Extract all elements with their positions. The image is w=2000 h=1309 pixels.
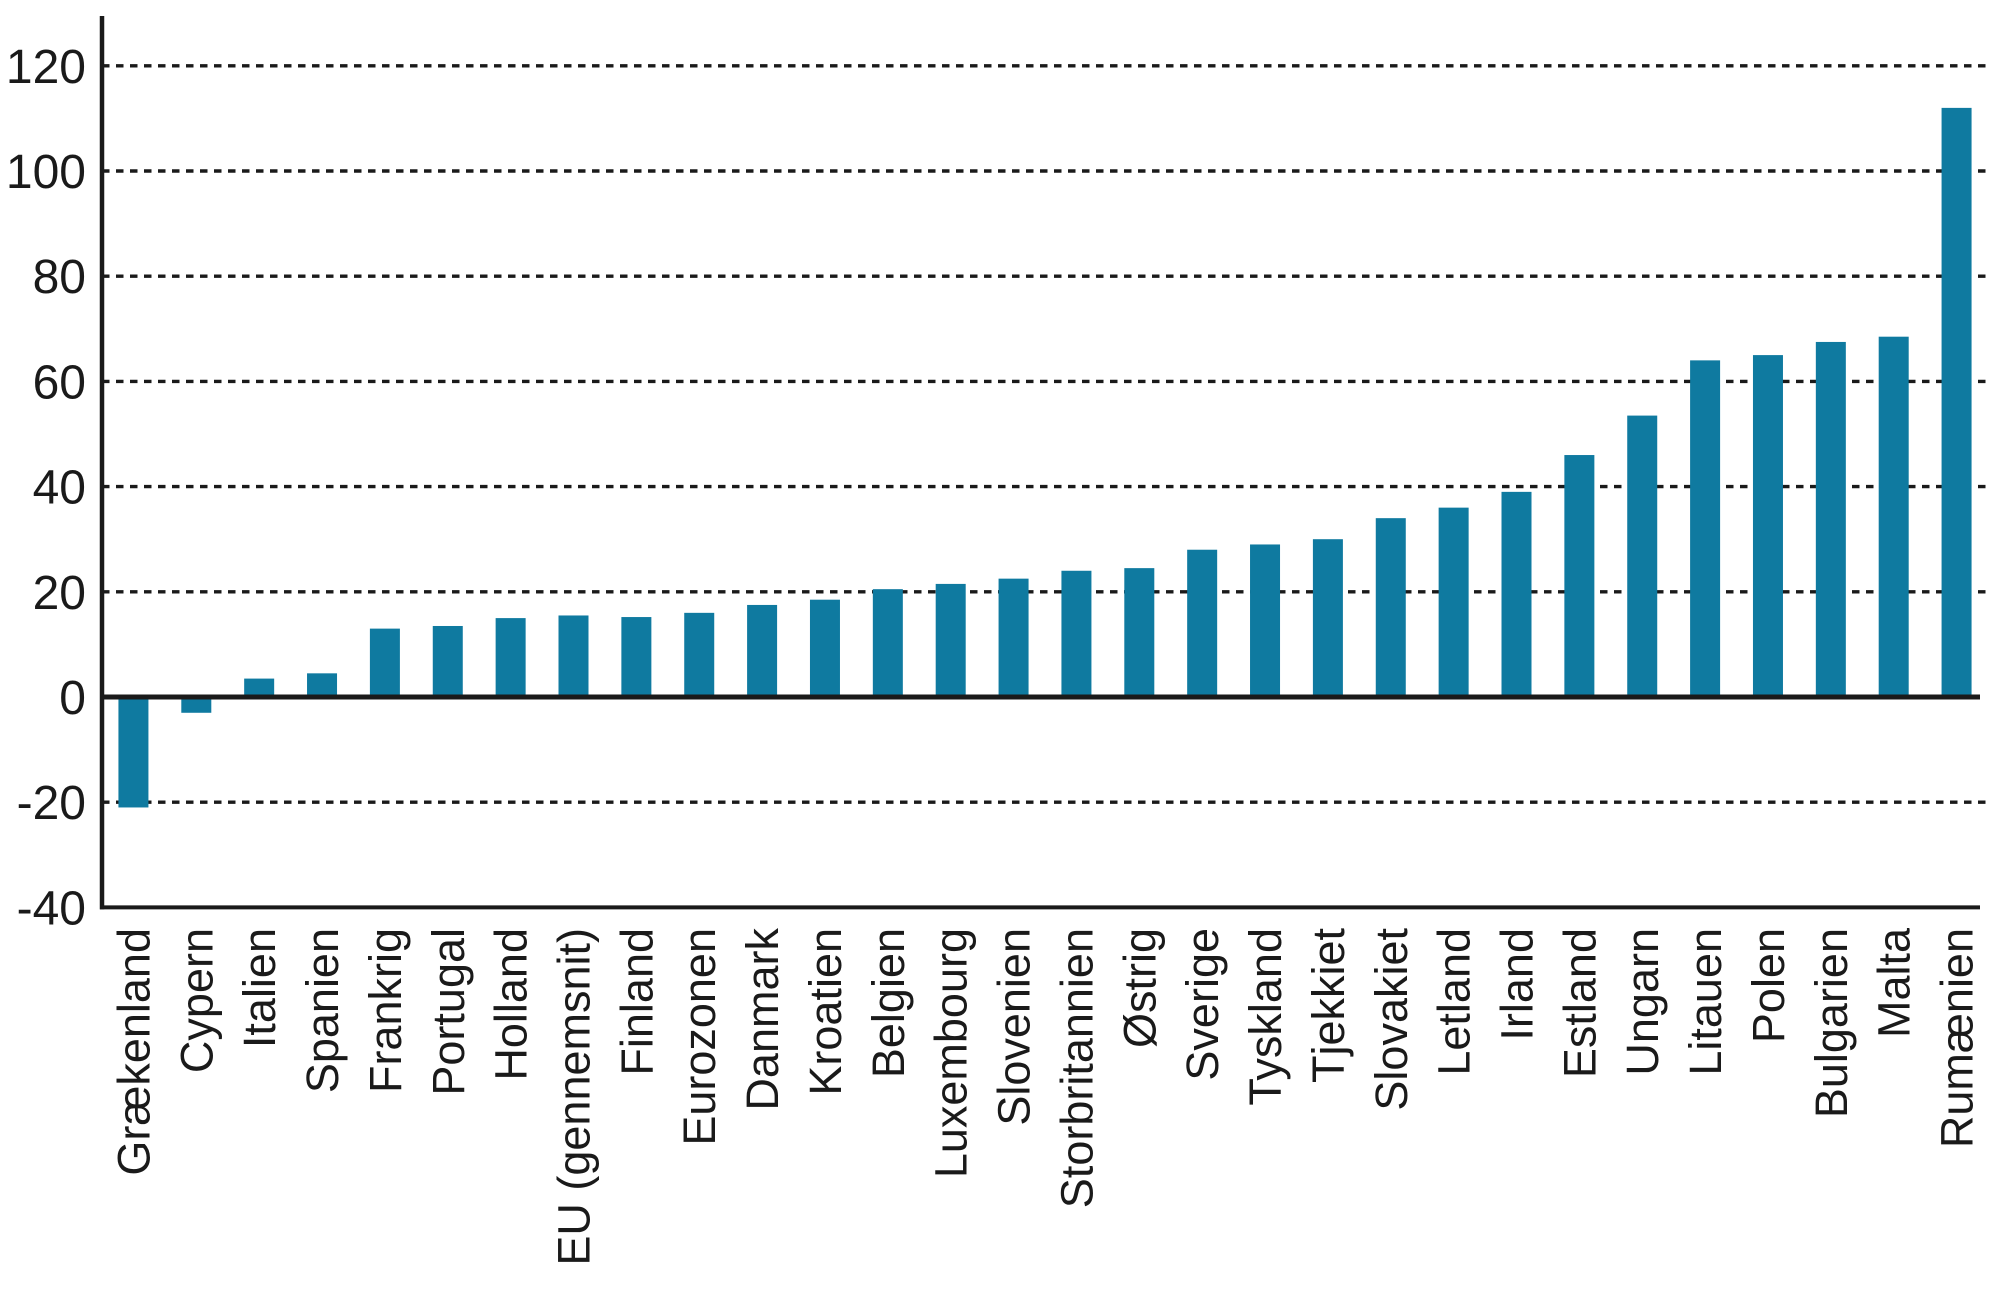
y-tick-label-80: 80 [33,251,86,304]
x-category-label-EU (gennemsnit): EU (gennemsnit) [549,928,600,1266]
y-tick-label-20: 20 [33,567,86,620]
bar-Letland [1438,507,1469,697]
bar-Grækenland [118,697,149,808]
bar-Italien [244,678,275,697]
bar-Eurozonen [684,612,715,697]
bars-group [118,107,1972,808]
x-category-label-Litauen: Litauen [1680,928,1731,1076]
x-category-label-Kroatien: Kroatien [800,928,851,1096]
x-category-label-Storbritannien: Storbritannien [1051,928,1102,1208]
bar-Kroatien [809,599,840,697]
x-category-labels-group: Grækenland Cypern Italien Spanien Frankrig Po… [108,927,1982,1266]
y-tick-label-0: 0 [59,672,86,725]
bar-Portugal [432,625,463,697]
x-category-label-Belgien: Belgien [863,928,914,1078]
y-tick-labels-group: 120 100 80 60 40 20 0 -20 -40 [6,41,86,936]
x-category-label-Rumænien: Rumænien [1932,928,1983,1148]
bar-Spanien [307,673,338,697]
x-category-label-Sverige: Sverige [1177,928,1228,1081]
bar-Bulgarien [1815,341,1846,697]
bar-EU (gennemsnit) [558,615,589,697]
x-category-label-Portugal: Portugal [423,928,474,1096]
y-tick-label-100: 100 [6,146,86,199]
bar-Slovenien [998,578,1029,697]
x-category-label-Tjekkiet: Tjekkiet [1303,928,1354,1084]
x-category-label-Slovakiet: Slovakiet [1366,928,1417,1111]
x-category-label-Polen: Polen [1743,928,1794,1043]
x-category-label-Cypern: Cypern [171,928,222,1073]
bar-Finland [621,617,652,697]
bar-Cypern [181,697,212,713]
x-category-label-Finland: Finland [611,928,662,1076]
bar-Belgien [872,589,903,697]
x-category-label-Frankrig: Frankrig [360,928,411,1093]
x-category-label-Bulgarien: Bulgarien [1806,928,1857,1118]
bar-Storbritannien [1061,570,1092,697]
y-tick-label-40: 40 [33,462,86,515]
bar-Tjekkiet [1312,539,1343,697]
x-category-label-Grækenland: Grækenland [108,928,159,1176]
bar-Østrig [1124,568,1155,697]
x-category-label-Malta: Malta [1869,927,1920,1038]
x-category-label-Spanien: Spanien [297,928,348,1093]
x-category-label-Holland: Holland [486,928,537,1081]
bar-Irland [1501,491,1532,697]
bar-Rumænien [1941,107,1972,697]
bar-Polen [1752,355,1783,697]
x-category-label-Irland: Irland [1492,928,1543,1041]
bar-Luxembourg [935,583,966,697]
x-category-label-Tyskland: Tyskland [1240,928,1291,1106]
bar-Ungarn [1627,415,1658,697]
y-tick-label--40: -40 [17,882,86,935]
x-category-label-Letland: Letland [1429,928,1480,1076]
bar-Malta [1878,336,1909,697]
x-category-label-Østrig: Østrig [1114,928,1165,1048]
bar-Slovakiet [1375,518,1406,697]
x-category-label-Italien: Italien [234,928,285,1048]
gridlines-group [102,64,1988,804]
x-category-label-Eurozonen: Eurozonen [674,928,725,1146]
bar-Danmark [747,604,778,697]
bar-Frankrig [369,628,400,697]
bar-Litauen [1690,360,1721,697]
y-tick-label-120: 120 [6,41,86,94]
bar-Holland [495,618,526,697]
bar-Estland [1564,455,1595,697]
x-category-label-Slovenien: Slovenien [989,928,1040,1126]
y-tick-label-60: 60 [33,356,86,409]
y-tick-label--20: -20 [17,777,86,830]
x-category-label-Estland: Estland [1554,928,1605,1078]
x-category-label-Luxembourg: Luxembourg [926,928,977,1178]
x-category-label-Ungarn: Ungarn [1617,928,1668,1076]
x-category-label-Danmark: Danmark [737,928,788,1111]
bar-Tyskland [1250,544,1281,697]
bar-Sverige [1187,549,1218,697]
axes-group [99,16,1980,910]
